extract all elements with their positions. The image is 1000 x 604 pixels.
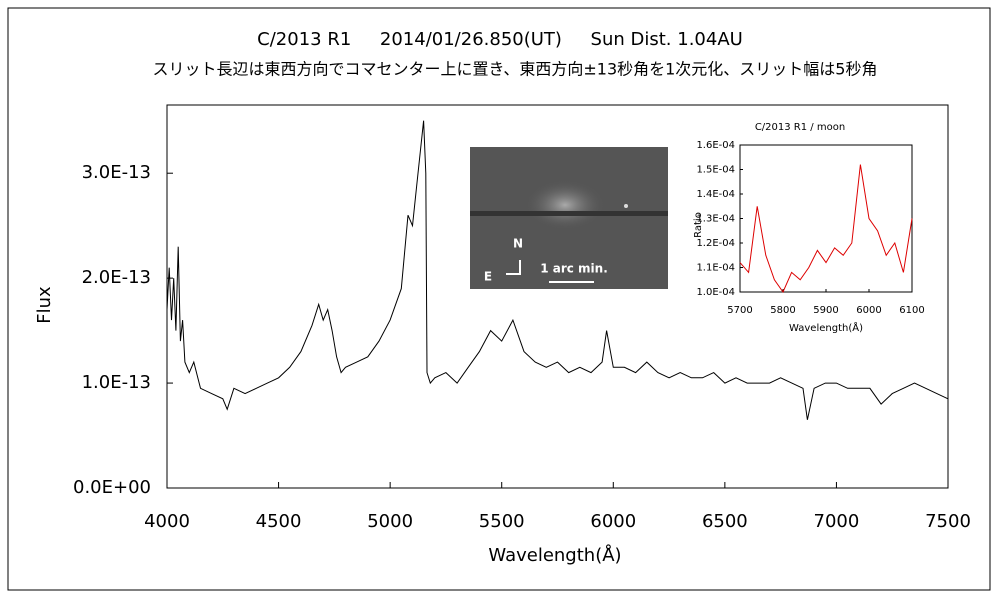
- x-tick-label: 4000: [144, 511, 190, 532]
- x-tick-label: 6000: [856, 305, 881, 316]
- slit: [470, 211, 668, 216]
- x-tick-label: 6000: [590, 511, 636, 532]
- plot-area: [739, 144, 913, 293]
- x-tick-label: 6500: [702, 511, 748, 532]
- frame: [7, 7, 991, 591]
- y-tick-label: 2.0E-13: [82, 267, 151, 288]
- y-tick-label: 1.0E-04: [696, 287, 735, 298]
- y-tick-label: 0.0E+00: [73, 477, 151, 498]
- y-axis-label: Flux: [34, 286, 55, 324]
- x-tick-label: 7500: [925, 511, 971, 532]
- y-tick-label: 1.2E-04: [696, 238, 735, 249]
- compass: [506, 260, 521, 275]
- inset-photo: N E 1 arc min.: [470, 147, 668, 289]
- star: [624, 204, 628, 208]
- photo-label: 1 arc min.: [540, 262, 608, 276]
- photo-label: E: [484, 270, 492, 284]
- y-tick-label: 3.0E-13: [82, 162, 151, 183]
- chart-title: C/2013 R1 2014/01/26.850(UT) Sun Dist. 1…: [257, 29, 743, 50]
- y-tick-label: 1.3E-04: [696, 214, 735, 225]
- inset-title: C/2013 R1 / moon: [755, 122, 845, 133]
- chart-subtitle: スリット長辺は東西方向でコマセンター上に置き、東西方向±13秒角を1次元化、スリ…: [152, 60, 877, 79]
- coma: [525, 180, 605, 230]
- x-tick-label: 5800: [770, 305, 795, 316]
- x-tick-label: 4500: [256, 511, 302, 532]
- x-axis-label: Wavelength(Å): [488, 544, 621, 566]
- inset-y-label: Ratio: [693, 212, 704, 238]
- y-tick-label: 1.6E-04: [696, 140, 735, 151]
- x-tick-label: 5500: [479, 511, 525, 532]
- x-tick-label: 5700: [727, 305, 752, 316]
- data-line: [739, 164, 913, 294]
- photo-label: N: [513, 237, 523, 251]
- x-tick-label: 5900: [813, 305, 838, 316]
- y-tick-label: 1.1E-04: [696, 263, 735, 274]
- data-line: [166, 120, 949, 420]
- x-tick-label: 5000: [367, 511, 413, 532]
- x-tick-label: 6100: [899, 305, 924, 316]
- inset-x-label: Wavelength(Å): [789, 321, 863, 334]
- x-tick-label: 7000: [814, 511, 860, 532]
- y-tick-label: 1.0E-13: [82, 372, 151, 393]
- y-tick-label: 1.5E-04: [696, 165, 735, 176]
- plot-area: [166, 104, 949, 489]
- y-tick-label: 1.4E-04: [696, 189, 735, 200]
